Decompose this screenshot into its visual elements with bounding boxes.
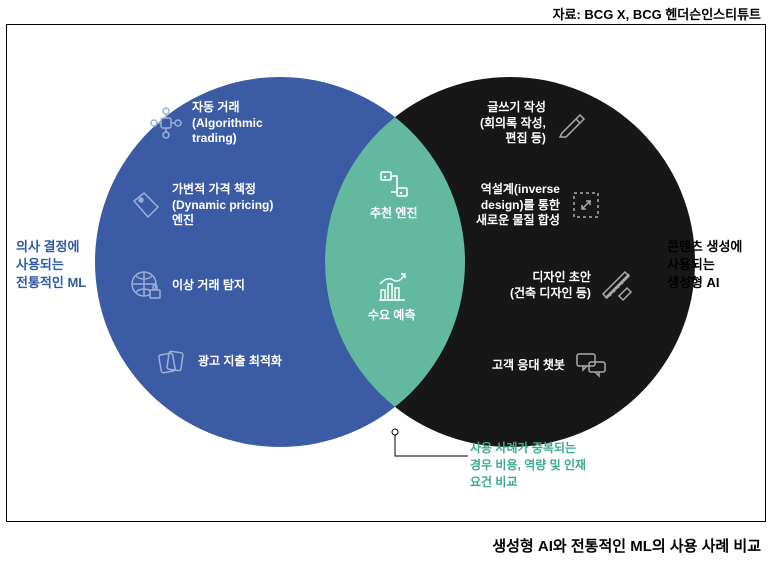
center-item-reco: 추천 엔진 xyxy=(370,168,418,222)
pencil-icon xyxy=(554,105,590,141)
center-item-label: 수요 예측 xyxy=(368,308,416,324)
figure-caption: 생성형 AI와 전통적인 ML의 사용 사례 비교 xyxy=(492,535,761,556)
ruler-icon xyxy=(599,268,635,304)
left-item-label: 광고 지출 최적화 xyxy=(198,354,282,370)
right-item-label: 글쓰기 작성(회의록 작성,편집 등) xyxy=(480,100,546,147)
trading-icon xyxy=(148,105,184,141)
center-item-demand: 수요 예측 xyxy=(368,270,416,324)
left-category-label: 의사 결정에사용되는전통적인 ML xyxy=(16,238,106,293)
left-item-label: 자동 거래(Algorithmictrading) xyxy=(192,100,263,147)
chart-icon xyxy=(375,270,409,304)
right-item-label: 디자인 초안(건축 디자인 등) xyxy=(510,270,591,301)
left-item-fraud: 이상 거래 탐지 xyxy=(128,268,245,304)
center-item-label: 추천 엔진 xyxy=(370,206,418,222)
left-item-pricing: 가변적 가격 책정(Dynamic pricing)엔진 xyxy=(128,182,273,229)
chat-icon xyxy=(573,348,609,384)
tag-icon xyxy=(128,187,164,223)
venn-diagram: 자동 거래(Algorithmictrading) 가변적 가격 책정(Dyna… xyxy=(0,52,773,472)
right-item-design: 디자인 초안(건축 디자인 등) xyxy=(510,268,635,304)
left-item-trading: 자동 거래(Algorithmictrading) xyxy=(148,100,263,147)
venn-svg xyxy=(0,52,773,472)
cards-icon xyxy=(154,344,190,380)
overlap-callout: 사용 사례가 중복되는경우 비용, 역량 및 인재요건 비교 xyxy=(470,440,670,490)
right-item-inverse: 역설계(inversedesign)를 통한새로운 물질 합성 xyxy=(476,182,604,229)
callout-dot xyxy=(392,429,398,435)
left-item-label: 이상 거래 탐지 xyxy=(172,278,245,294)
left-item-adspend: 광고 지출 최적화 xyxy=(154,344,282,380)
left-item-label: 가변적 가격 책정(Dynamic pricing)엔진 xyxy=(172,182,273,229)
globe-lock-icon xyxy=(128,268,164,304)
right-category-label: 콘텐츠 생성에사용되는생성형 AI xyxy=(667,238,757,293)
expand-icon xyxy=(568,187,604,223)
flow-icon xyxy=(377,168,411,202)
right-item-writing: 글쓰기 작성(회의록 작성,편집 등) xyxy=(480,100,590,147)
source-line: 자료: BCG X, BCG 헨더슨인스티튜트 xyxy=(553,4,761,23)
right-item-chatbot: 고객 응대 챗봇 xyxy=(492,348,609,384)
right-item-label: 역설계(inversedesign)를 통한새로운 물질 합성 xyxy=(476,182,560,229)
right-item-label: 고객 응대 챗봇 xyxy=(492,358,565,374)
